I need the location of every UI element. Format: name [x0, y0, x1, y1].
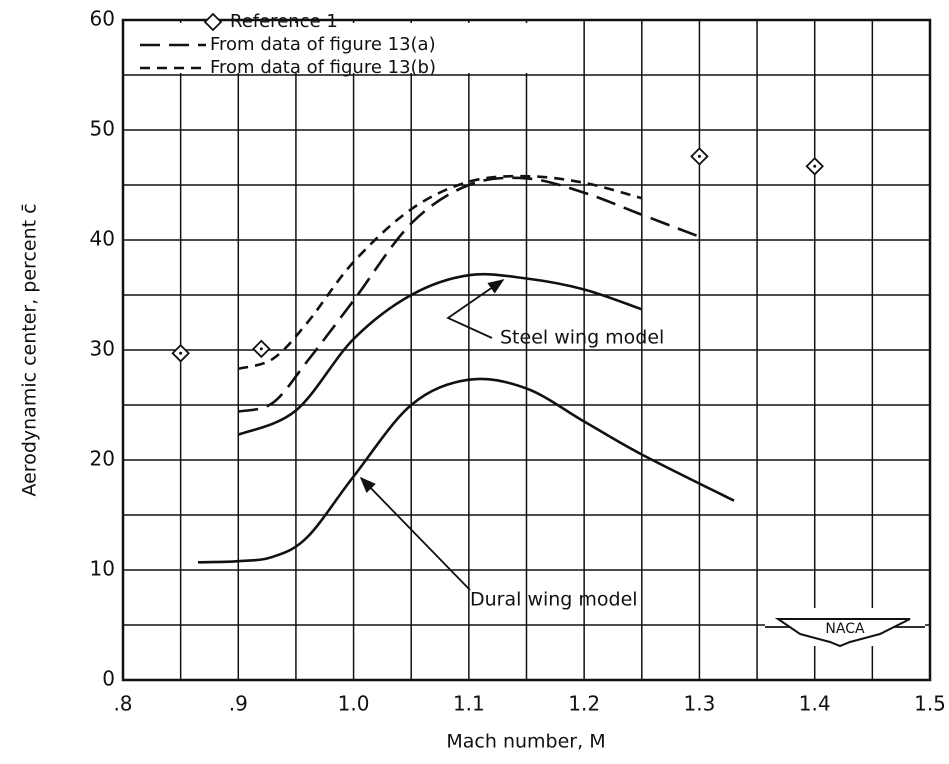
x-tick-label: .8	[113, 692, 132, 716]
legend-label: From data of figure 13(a)	[210, 34, 436, 55]
y-tick-label: 40	[90, 227, 115, 251]
series-line	[237, 272, 643, 436]
series-line	[197, 377, 735, 564]
y-axis-title: Aerodynamic center, percent c̄	[19, 203, 41, 496]
x-tick-label: 1.2	[568, 692, 600, 716]
x-tick-label: 1.1	[453, 692, 485, 716]
plot-marks	[171, 147, 824, 564]
dural-arrow	[359, 476, 471, 591]
x-tick-label: 1.0	[338, 692, 370, 716]
diamond-dot	[179, 351, 183, 355]
x-tick-label: 1.4	[799, 692, 831, 716]
diamond-marker	[203, 12, 223, 32]
x-tick-label: 1.3	[684, 692, 716, 716]
legend-label: From data of figure 13(b)	[210, 57, 436, 78]
x-tick-label: .9	[229, 692, 248, 716]
dural-annotation: Dural wing model	[470, 589, 638, 611]
series-line	[237, 174, 643, 370]
plot-frame	[121, 18, 932, 682]
y-tick-label: 0	[102, 667, 115, 691]
steel-annotation: Steel wing model	[500, 327, 664, 349]
legend-label: Reference 1	[230, 11, 338, 32]
series-line	[237, 176, 700, 413]
y-tick-label: 60	[90, 7, 115, 31]
diamond-dot	[813, 164, 817, 168]
x-axis-title: Mach number, M	[446, 731, 605, 753]
x-tick-label: 1.5	[914, 692, 946, 716]
y-tick-label: 10	[90, 557, 115, 581]
y-tick-label: 30	[90, 337, 115, 361]
logo-text: NACA	[825, 621, 865, 637]
y-tick-label: 50	[90, 117, 115, 141]
diamond-dot	[259, 347, 263, 351]
steel-arrow	[446, 279, 505, 339]
legend-box	[126, 23, 530, 73]
naca-logo: NACA	[765, 608, 925, 648]
grid	[122, 19, 931, 681]
logo-wing	[774, 618, 911, 648]
y-tick-label: 20	[90, 447, 115, 471]
diamond-dot	[697, 154, 701, 158]
